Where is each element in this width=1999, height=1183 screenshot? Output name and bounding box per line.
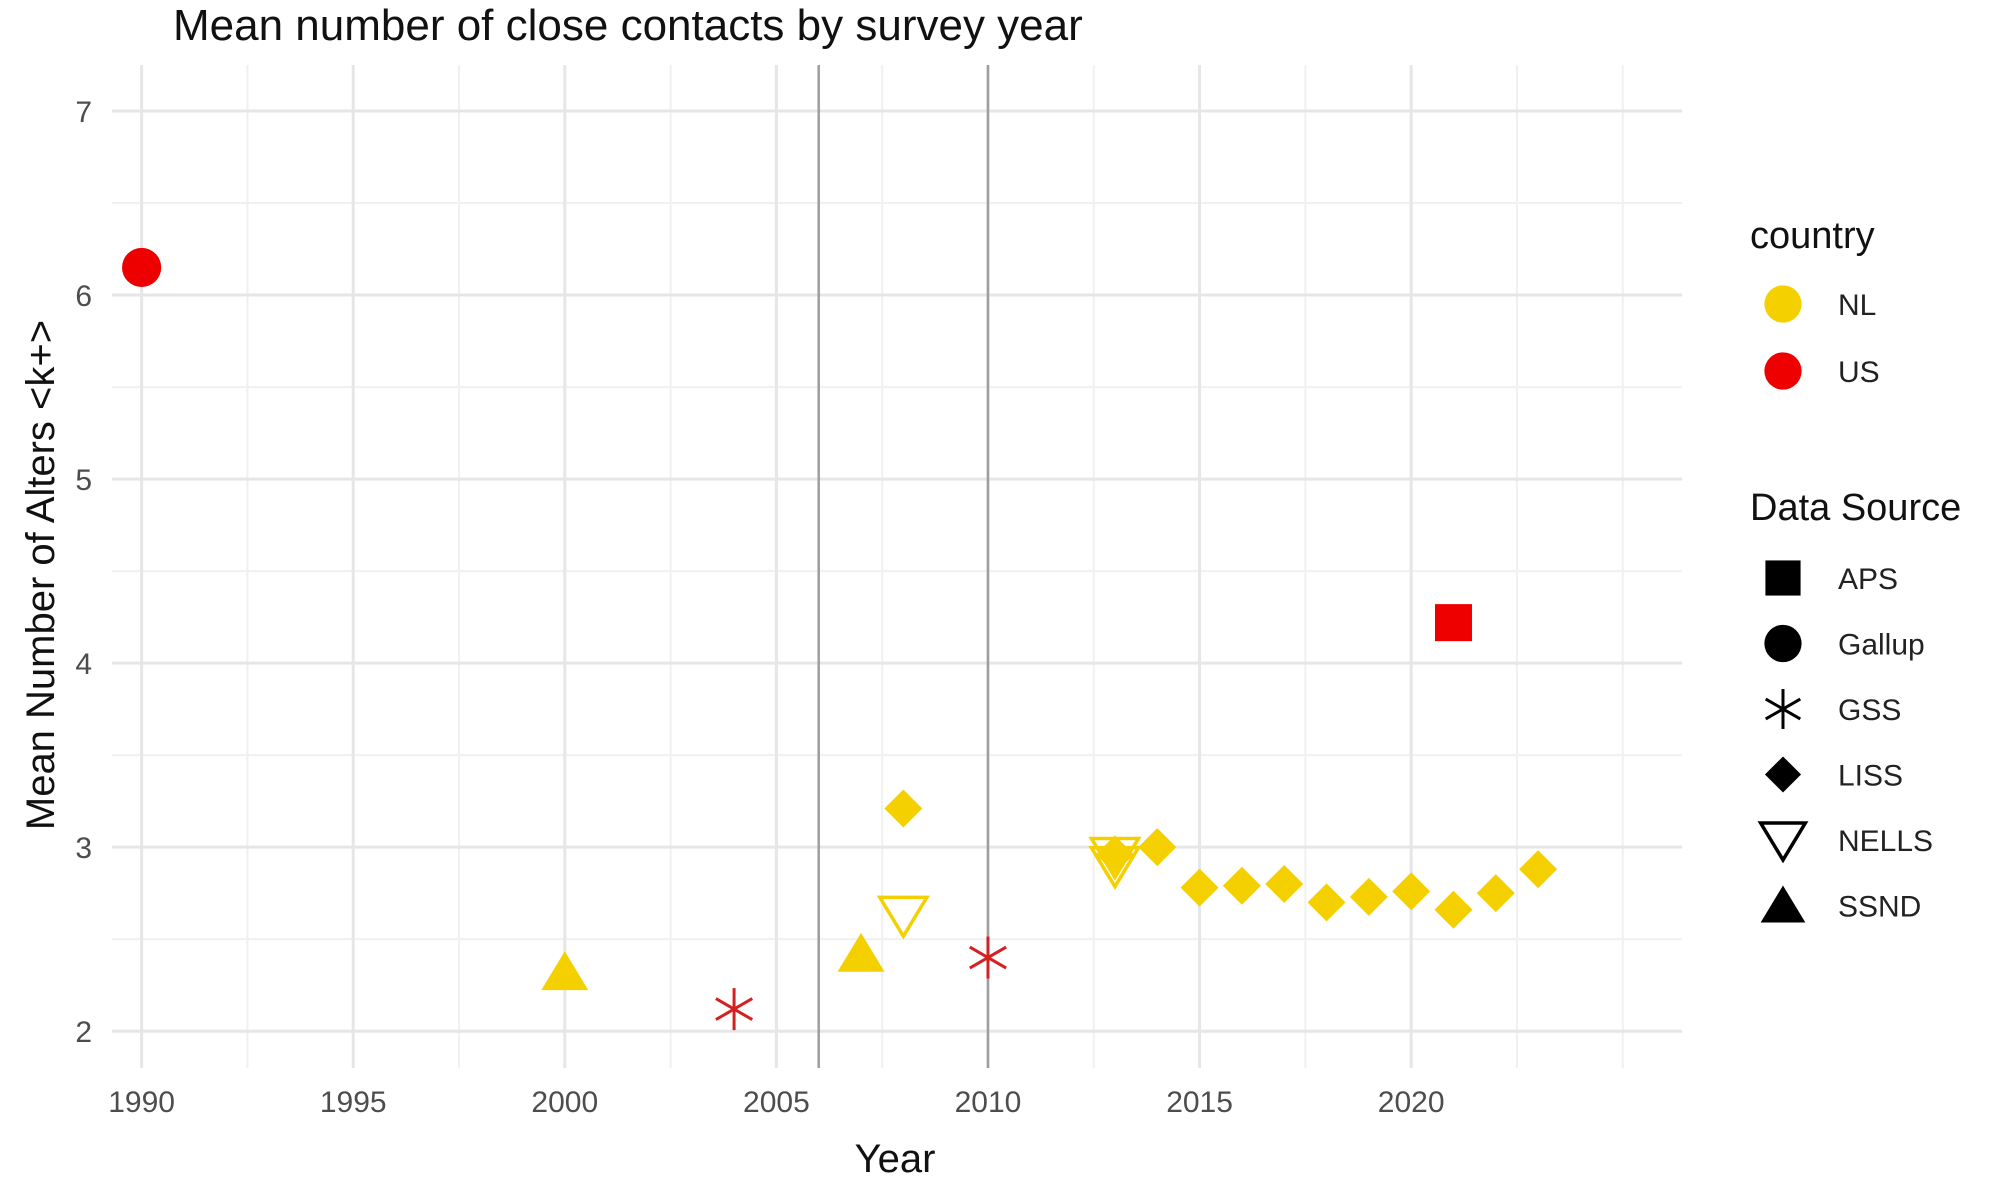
liss-nl-point xyxy=(1095,835,1134,874)
liss-nl-point xyxy=(1307,883,1346,922)
y-tick-label: 2 xyxy=(75,1016,92,1049)
axis-ticks: 1990 1995 2000 2005 2010 2015 2020 2 3 4 5 6 7 xyxy=(75,96,1444,1119)
legend-key-us xyxy=(1764,352,1802,390)
legend-title-country: country xyxy=(1750,215,1875,257)
legend-key-gss xyxy=(1764,689,1802,729)
x-tick-label: 2000 xyxy=(531,1086,598,1119)
ssnd-nl-point xyxy=(541,951,589,991)
legend-key-ssnd xyxy=(1760,885,1806,923)
legend-label-nells: NELLS xyxy=(1838,825,1933,858)
legend-key-nl xyxy=(1764,285,1802,323)
y-tick-label: 5 xyxy=(75,464,92,497)
legend: country NL US Data Source APS Gallup GSS LISS NE… xyxy=(1750,215,1961,924)
ssnd-nl-point xyxy=(837,932,885,972)
y-tick-label: 7 xyxy=(75,96,92,129)
legend-label-nl: NL xyxy=(1838,289,1876,322)
legend-key-liss xyxy=(1764,756,1802,793)
x-tick-label: 1990 xyxy=(108,1086,175,1119)
nells-nl-point xyxy=(876,895,930,940)
liss-nl-point xyxy=(1434,890,1473,929)
chart-title: Mean number of close contacts by survey … xyxy=(173,1,1083,50)
liss-nl-point xyxy=(1392,872,1431,911)
liss-nl-point xyxy=(1519,850,1558,889)
liss-nl-point xyxy=(1349,877,1388,916)
liss-nl-point xyxy=(1222,866,1261,905)
legend-label-ssnd: SSND xyxy=(1838,891,1921,924)
legend-label-liss: LISS xyxy=(1838,760,1903,793)
liss-nl-point xyxy=(884,789,923,828)
legend-label-gss: GSS xyxy=(1838,694,1901,727)
x-tick-label: 2020 xyxy=(1378,1086,1445,1119)
legend-title-data-source: Data Source xyxy=(1750,487,1961,529)
legend-label-us: US xyxy=(1838,356,1880,389)
legend-label-aps: APS xyxy=(1838,563,1898,596)
aps-us-point xyxy=(1434,604,1472,642)
gss-us-point xyxy=(715,988,754,1031)
y-tick-label: 6 xyxy=(75,280,92,313)
legend-key-gallup xyxy=(1764,624,1802,663)
legend-key-nells xyxy=(1757,821,1809,864)
liss-nl-point xyxy=(1265,864,1304,903)
y-tick-label: 3 xyxy=(75,832,92,865)
liss-nl-point xyxy=(1476,874,1515,913)
x-tick-label: 2010 xyxy=(955,1086,1022,1119)
x-axis-title: Year xyxy=(855,1137,936,1181)
y-tick-label: 4 xyxy=(75,648,92,681)
gss-us-point xyxy=(969,936,1007,979)
x-tick-label: 2015 xyxy=(1166,1086,1233,1119)
liss-nl-point xyxy=(1138,828,1177,867)
data-points xyxy=(122,247,1558,1031)
x-tick-label: 1995 xyxy=(320,1086,387,1119)
legend-label-gallup: Gallup xyxy=(1838,629,1925,662)
liss-nl-point xyxy=(1180,868,1219,907)
reference-lines xyxy=(817,65,990,1068)
x-tick-label: 2005 xyxy=(743,1086,810,1119)
gallup-us-point xyxy=(122,247,162,288)
y-axis-title: Mean Number of Alters <k+> xyxy=(19,320,63,830)
legend-key-aps xyxy=(1765,560,1801,596)
